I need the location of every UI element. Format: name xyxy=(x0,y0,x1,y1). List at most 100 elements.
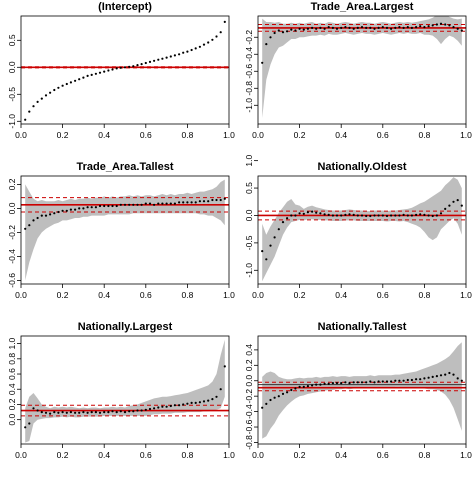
estimate-point xyxy=(360,381,364,384)
estimate-point xyxy=(452,373,455,376)
estimate-point xyxy=(452,200,455,203)
estimate-point xyxy=(169,404,172,408)
estimate-point xyxy=(198,45,201,48)
x-tick-label: 0.6 xyxy=(140,130,152,140)
estimate-point xyxy=(223,197,226,200)
estimate-point xyxy=(311,26,314,29)
estimate-point xyxy=(439,212,443,215)
estimate-point xyxy=(36,216,39,220)
estimate-point xyxy=(327,382,330,385)
estimate-point xyxy=(119,410,122,413)
estimate-point xyxy=(165,56,168,59)
confidence-band xyxy=(262,177,462,282)
estimate-point xyxy=(385,26,389,29)
estimate-point xyxy=(286,217,289,220)
x-tick-label: 1.0 xyxy=(460,290,472,300)
estimate-point xyxy=(419,378,422,381)
estimate-point xyxy=(423,26,426,29)
estimate-point xyxy=(115,67,118,70)
estimate-point xyxy=(290,28,293,31)
estimate-point xyxy=(32,407,35,410)
confidence-band xyxy=(25,179,225,281)
estimate-point xyxy=(173,54,176,57)
estimate-point xyxy=(290,214,293,217)
estimate-point xyxy=(98,411,102,414)
estimate-point xyxy=(365,26,368,29)
y-tick-label: 0.6 xyxy=(7,368,17,380)
estimate-point xyxy=(153,59,156,62)
estimate-point xyxy=(136,409,139,412)
estimate-point xyxy=(402,213,405,216)
estimate-point xyxy=(335,214,339,217)
estimate-point xyxy=(74,208,77,211)
estimate-point xyxy=(423,213,426,216)
estimate-point xyxy=(369,380,372,383)
estimate-point xyxy=(435,375,438,378)
x-tick-label: 0.4 xyxy=(335,290,347,300)
estimate-point xyxy=(381,26,384,29)
estimate-point xyxy=(306,27,309,30)
y-tick-label: -0.5 xyxy=(7,87,17,102)
estimate-point xyxy=(90,206,93,209)
plot-frame xyxy=(20,15,230,125)
estimate-point xyxy=(119,203,122,206)
chart-panel: Trade_Area.Tallest 0.0 0.2 0.4 0.6 0.8 1.0 -0.6… xyxy=(7,161,235,300)
chart-title: Trade_Area.Tallest xyxy=(76,161,173,173)
plot-area xyxy=(258,177,466,282)
x-tick-label: 1.0 xyxy=(460,450,472,460)
x-tick-label: 0.0 xyxy=(15,130,27,140)
estimate-point xyxy=(365,214,368,218)
estimate-point xyxy=(427,25,430,28)
estimate-point xyxy=(115,204,118,208)
estimate-point xyxy=(178,404,181,407)
y-tick-label: -0.6 xyxy=(244,419,254,434)
estimate-point xyxy=(415,378,418,381)
estimate-point xyxy=(148,202,152,205)
plot-area xyxy=(21,20,229,121)
estimate-point xyxy=(132,203,135,206)
estimate-point xyxy=(352,381,355,384)
estimate-point xyxy=(306,211,309,214)
y-tick-label: -0.4 xyxy=(7,249,17,264)
estimate-point xyxy=(356,381,359,384)
y-tick-label: 0.2 xyxy=(244,359,254,371)
estimate-point xyxy=(49,412,52,415)
estimate-point xyxy=(57,86,60,89)
estimate-point xyxy=(94,72,97,75)
estimate-point xyxy=(182,403,185,406)
estimate-point xyxy=(406,26,409,29)
estimate-point xyxy=(290,388,293,392)
estimate-point xyxy=(311,384,314,387)
estimate-point xyxy=(348,382,351,385)
x-tick-label: 0.8 xyxy=(418,130,430,140)
estimate-point xyxy=(265,258,268,261)
estimate-point xyxy=(123,411,127,414)
estimate-point xyxy=(410,26,413,29)
estimate-point xyxy=(111,68,114,71)
estimate-point xyxy=(460,29,463,32)
estimate-point xyxy=(369,214,372,218)
estimate-point xyxy=(360,26,364,29)
estimate-point xyxy=(394,26,397,29)
estimate-point xyxy=(140,409,143,412)
estimate-point xyxy=(74,411,77,414)
estimate-point xyxy=(390,27,393,30)
estimate-point xyxy=(356,214,359,217)
estimate-point xyxy=(53,411,56,414)
estimate-point xyxy=(340,26,343,29)
estimate-point xyxy=(69,208,72,211)
estimate-point xyxy=(190,48,193,52)
estimate-point xyxy=(331,214,334,217)
estimate-point xyxy=(198,200,201,203)
estimate-point xyxy=(65,82,68,86)
estimate-point xyxy=(61,84,64,87)
estimate-point xyxy=(173,404,176,407)
y-tick-label: 0.4 xyxy=(7,383,17,395)
estimate-point xyxy=(211,38,214,41)
estimate-point xyxy=(448,24,451,27)
estimate-point xyxy=(24,227,27,230)
y-tick-label: -0.4 xyxy=(244,47,254,62)
estimate-point xyxy=(323,213,326,216)
y-tick-label: -0.6 xyxy=(7,273,17,288)
estimate-point xyxy=(61,411,64,414)
